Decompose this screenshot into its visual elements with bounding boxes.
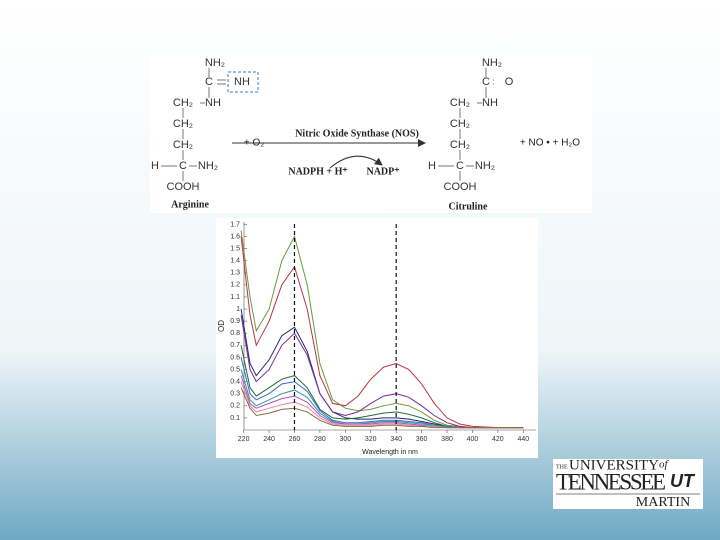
atom: CH₂ bbox=[450, 118, 470, 130]
y-tick-label: 0.8 bbox=[230, 330, 240, 337]
chart-panel bbox=[216, 218, 538, 458]
y-tick-label: 1.5 bbox=[230, 245, 240, 252]
atom: CH₂ bbox=[173, 139, 193, 151]
y-axis-label: OD bbox=[217, 320, 226, 332]
logo-campus: MARTIN bbox=[636, 495, 690, 510]
atom: NH₂ bbox=[205, 57, 225, 69]
y-tick-label: 0.9 bbox=[230, 318, 240, 325]
atom: CH₂ bbox=[450, 97, 470, 109]
cofactor-out: NADP⁺ bbox=[366, 166, 399, 177]
x-axis-label: Wavelength in nm bbox=[362, 449, 418, 456]
atom: CH₂ bbox=[450, 139, 470, 151]
atom: NH₂ bbox=[482, 57, 502, 69]
y-tick-label: 1.3 bbox=[230, 270, 240, 277]
y-tick-label: 1.7 bbox=[230, 221, 240, 228]
spectrum-line bbox=[240, 315, 524, 429]
logo-state: TENNESSEE bbox=[556, 469, 666, 494]
x-tick-label: 400 bbox=[467, 436, 479, 443]
atom: COOH bbox=[444, 181, 477, 193]
logo-university: UNIVERSITY bbox=[569, 457, 659, 473]
x-tick-label: 300 bbox=[339, 436, 351, 443]
x-tick-label: 420 bbox=[492, 436, 504, 443]
atom: NH₂ bbox=[198, 160, 218, 172]
atom: NH bbox=[205, 97, 221, 109]
reaction-panel bbox=[150, 55, 592, 213]
y-tick-label: 1 bbox=[236, 306, 240, 313]
spectrum-line bbox=[240, 357, 524, 429]
atom: COOH bbox=[167, 181, 200, 193]
x-tick-label: 360 bbox=[416, 436, 428, 443]
y-tick-label: 0.2 bbox=[230, 403, 240, 410]
logo-panel bbox=[553, 459, 703, 509]
atom: NH bbox=[234, 76, 250, 88]
x-tick-label: 340 bbox=[390, 436, 402, 443]
atom: H bbox=[428, 160, 436, 172]
highlight-box bbox=[227, 71, 259, 93]
y-tick-label: 0.7 bbox=[230, 342, 240, 349]
logo-the: THE bbox=[556, 464, 568, 470]
x-tick-label: 220 bbox=[238, 436, 250, 443]
atom: CH₂ bbox=[173, 118, 193, 130]
atom: C bbox=[179, 160, 187, 172]
reactant: + O₂ bbox=[244, 138, 264, 149]
atom: C bbox=[482, 76, 490, 88]
x-tick-label: 440 bbox=[517, 436, 529, 443]
atom: CH₂ bbox=[173, 97, 193, 109]
y-tick-label: 0.3 bbox=[230, 391, 240, 398]
x-tick-label: 260 bbox=[289, 436, 301, 443]
atom: H bbox=[151, 160, 159, 172]
x-tick-label: 320 bbox=[365, 436, 377, 443]
cofactor-in: NADPH + H⁺ bbox=[288, 166, 347, 177]
spectrum-line bbox=[240, 387, 524, 429]
y-tick-label: 1.2 bbox=[230, 282, 240, 289]
logo-of: of bbox=[659, 459, 670, 471]
products: + NO • + H₂O bbox=[520, 138, 580, 149]
atom: O bbox=[505, 76, 514, 88]
enzyme-label: Nitric Oxide Synthase (NOS) bbox=[295, 128, 419, 139]
molecule-name: Arginine bbox=[171, 199, 209, 210]
x-tick-label: 280 bbox=[314, 436, 326, 443]
molecule-name: Citruline bbox=[449, 201, 488, 212]
atom: C bbox=[205, 76, 213, 88]
y-tick-label: 1.6 bbox=[230, 233, 240, 240]
y-tick-label: 1.4 bbox=[230, 258, 240, 265]
spectrum-line bbox=[240, 236, 524, 429]
y-tick-label: 0.1 bbox=[230, 415, 240, 422]
y-tick-label: 0.4 bbox=[230, 378, 240, 385]
spectrum-line bbox=[240, 230, 524, 429]
cofactor-arrow bbox=[329, 155, 383, 169]
atom: C bbox=[456, 160, 464, 172]
x-tick-label: 240 bbox=[263, 436, 275, 443]
logo-mark: UT bbox=[670, 471, 696, 491]
y-tick-label: 1.1 bbox=[230, 294, 240, 301]
atom: NH bbox=[482, 97, 498, 109]
y-tick-label: 0.5 bbox=[230, 366, 240, 373]
atom: NH₂ bbox=[475, 160, 495, 172]
x-tick-label: 380 bbox=[441, 436, 453, 443]
y-tick-label: 0.6 bbox=[230, 354, 240, 361]
